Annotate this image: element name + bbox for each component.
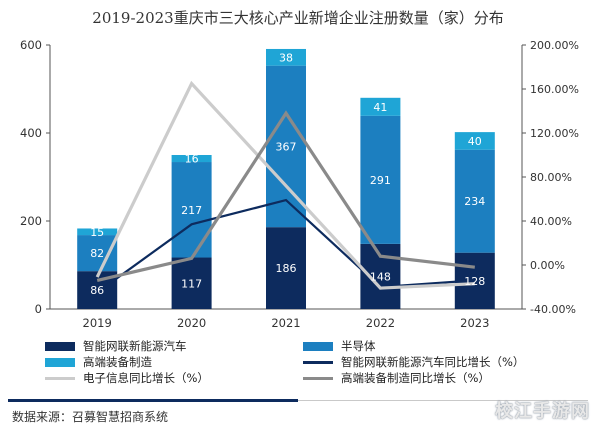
- right-axis-tick-label: 0.00%: [530, 259, 565, 272]
- right-axis-tick-label: -40.00%: [530, 303, 576, 316]
- bar-segment: [171, 155, 212, 163]
- bar-value-label: 86: [90, 284, 104, 297]
- growth-line: [95, 80, 475, 290]
- legend-swatch-equip: [45, 357, 75, 367]
- bar-segment: [454, 149, 495, 253]
- bar-segment: [454, 132, 495, 150]
- x-axis-tick-label: 2021: [271, 316, 300, 330]
- chart-title: 2019-2023重庆市三大核心产业新增企业注册数量（家）分布: [92, 9, 504, 27]
- legend-swatch-ev-growth: [303, 360, 333, 364]
- data-source: 数据来源：召募智慧招商系统: [12, 410, 169, 424]
- bar-value-label: 82: [90, 247, 104, 260]
- bar-segment: [360, 115, 401, 244]
- legend-swatch-semi: [303, 341, 333, 351]
- bar-value-label: 291: [370, 174, 391, 187]
- right-axis-tick-label: 40.00%: [530, 215, 572, 228]
- x-axis-tick-label: 2019: [83, 316, 112, 330]
- legend-label-equip-growth: 高端装备制造同比增长（%）: [341, 371, 490, 385]
- legend-item-elec-growth: 电子信息同比增长（%）: [45, 370, 209, 386]
- watermark: 校江手游网: [495, 401, 590, 422]
- bar-value-label: 186: [276, 262, 297, 275]
- bar-value-label: 40: [468, 135, 482, 148]
- chart-legend: 智能网联新能源汽车 半导体 高端装备制造 智能网联新能源汽车同比增长（%） 电子…: [45, 338, 565, 386]
- legend-swatch-equip-growth: [303, 376, 333, 380]
- left-axis-tick-label: 0: [35, 302, 42, 316]
- bar-value-label: 15: [90, 226, 104, 239]
- x-axis-tick-label: 2022: [366, 316, 395, 330]
- legend-item-ev: 智能网联新能源汽车: [45, 338, 187, 354]
- bar-segment: [266, 48, 306, 66]
- legend-item-semi: 半导体: [303, 338, 376, 354]
- legend-item-equip: 高端装备制造: [45, 354, 152, 370]
- bar-segment: [77, 228, 118, 236]
- right-axis-tick-label: 200.00%: [530, 39, 579, 52]
- left-axis-tick-label: 400: [20, 126, 42, 140]
- bar-value-label: 234: [464, 195, 485, 208]
- bar-segment: [266, 227, 306, 309]
- legend-label-equip: 高端装备制造: [83, 355, 152, 369]
- bar-value-label: 38: [279, 51, 293, 64]
- legend-item-ev-growth: 智能网联新能源汽车同比增长（%）: [303, 354, 524, 370]
- bar-value-label: 217: [181, 204, 202, 217]
- bar-segment: [171, 162, 212, 258]
- legend-item-equip-growth: 高端装备制造同比增长（%）: [303, 370, 490, 386]
- right-axis-tick-label: 120.00%: [530, 127, 579, 140]
- legend-swatch-elec-growth: [45, 376, 75, 380]
- growth-line: [96, 198, 475, 294]
- bar-value-label: 148: [370, 270, 391, 283]
- legend-label-ev-growth: 智能网联新能源汽车同比增长（%）: [341, 355, 525, 369]
- right-axis-tick-label: 160.00%: [530, 83, 579, 96]
- x-axis-tick-label: 2020: [177, 316, 206, 330]
- bar-value-label: 16: [185, 153, 199, 166]
- left-axis-tick-label: 600: [20, 38, 42, 52]
- left-axis-tick-label: 200: [20, 214, 42, 228]
- x-axis-tick-label: 2023: [460, 316, 489, 330]
- bar-segment: [171, 257, 212, 309]
- legend-label-elec-growth: 电子信息同比增长（%）: [83, 371, 209, 385]
- bar-value-label: 128: [464, 275, 485, 288]
- right-axis-tick-label: 80.00%: [530, 171, 572, 184]
- legend-label-semi: 半导体: [341, 339, 376, 353]
- growth-line: [96, 110, 475, 282]
- legend-label-ev: 智能网联新能源汽车: [83, 339, 187, 353]
- bar-value-label: 367: [276, 140, 297, 153]
- bar-value-label: 117: [181, 277, 202, 290]
- legend-swatch-ev: [45, 341, 75, 351]
- bar-segment: [360, 97, 401, 116]
- footer-divider: [8, 399, 298, 402]
- footer-divider-light: [298, 400, 588, 401]
- bar-value-label: 41: [373, 101, 387, 114]
